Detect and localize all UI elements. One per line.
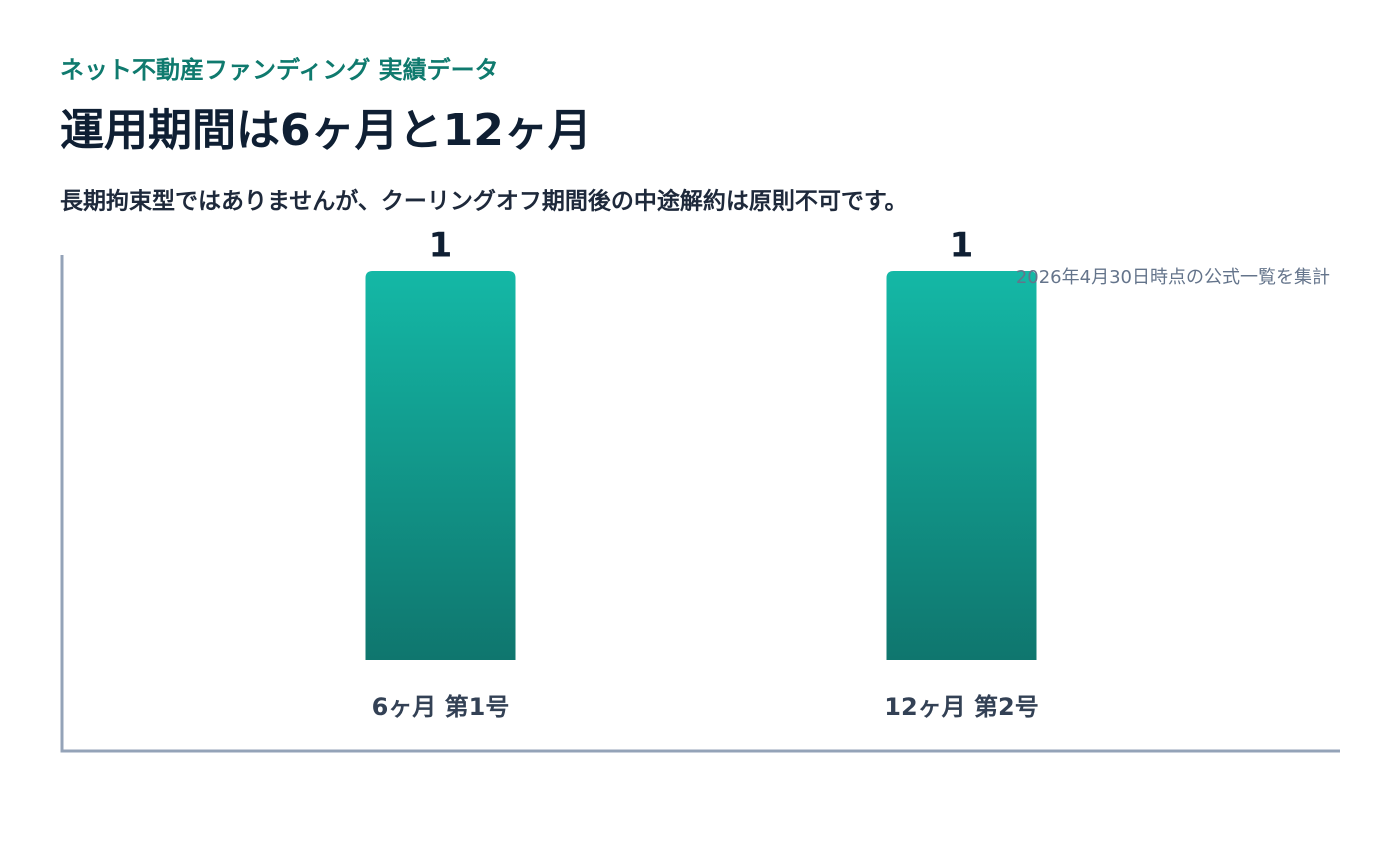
value-label: 1 xyxy=(950,226,974,266)
bar xyxy=(886,271,1037,660)
x-tick-label: 12ヶ月 第2号 xyxy=(884,693,1038,721)
subtitle: 長期拘束型ではありませんが、クーリングオフ期間後の中途解約は原則不可です。 xyxy=(60,188,908,215)
value-label: 1 xyxy=(429,226,453,266)
chart-title: 運用期間は6ヶ月と12ヶ月 xyxy=(60,105,592,156)
axis-frame xyxy=(60,255,1340,753)
kicker: ネット不動産ファンディング 実績データ xyxy=(60,56,499,84)
bar xyxy=(365,271,516,660)
x-tick-label: 6ヶ月 第1号 xyxy=(372,693,510,721)
note: 2026年4月30日時点の公式一覧を集計 xyxy=(1016,267,1330,288)
